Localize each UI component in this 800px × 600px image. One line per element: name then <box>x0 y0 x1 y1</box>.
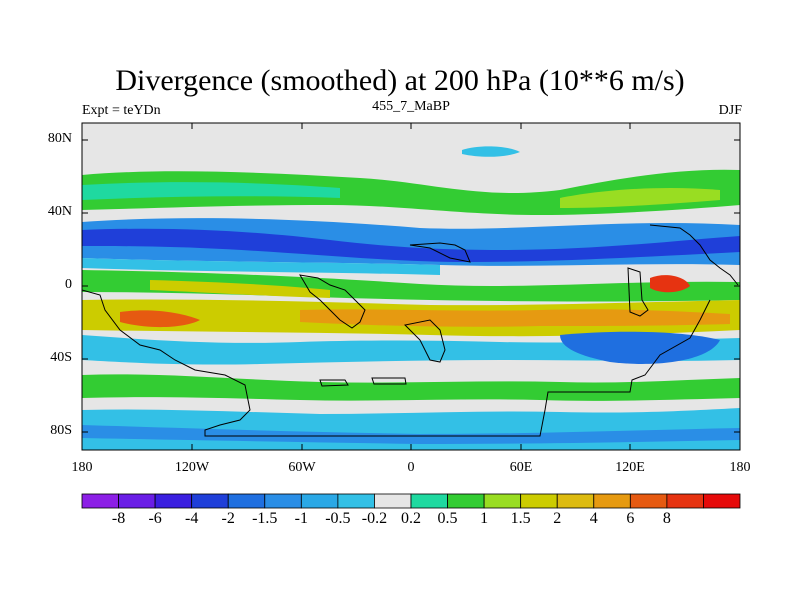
patch-southern-ocean-convergence <box>560 331 720 364</box>
band-north-weak <box>82 182 340 200</box>
patch-south-america-max <box>120 310 200 328</box>
colorbar-label: 6 <box>626 510 635 527</box>
colorbar-label: 1 <box>480 510 489 527</box>
colorbar-swatch <box>337 493 375 509</box>
lon-tick-120w: 120W <box>174 460 210 475</box>
experiment-label: Expt = teYDn <box>82 103 161 118</box>
band-south-strong <box>300 309 730 327</box>
colorbar-label: 1.5 <box>510 510 531 527</box>
lat-tick-40n: 40N <box>47 204 72 219</box>
asia-pacific-outline <box>649 224 739 286</box>
africa-north-outline <box>409 242 471 263</box>
patch-arctic-convergence <box>462 146 520 157</box>
south-america-outline <box>299 274 366 329</box>
band-north-strong <box>560 187 720 208</box>
colorbar-swatch <box>374 493 412 509</box>
colorbar-label: 8 <box>662 510 671 527</box>
colorbar-label: 0.5 <box>437 510 458 527</box>
lat-tick-40s: 40S <box>50 350 72 365</box>
colorbar-label: -2 <box>221 510 235 527</box>
patch-maritime-continent-max <box>650 275 690 293</box>
lon-tick-0: 0 <box>407 460 415 475</box>
lat-tick-80s: 80S <box>50 423 72 438</box>
band-subtropical-weak <box>82 258 440 275</box>
colorbar-label: 4 <box>589 510 598 527</box>
season-label: DJF <box>718 103 742 118</box>
colorbar-label: -0.5 <box>325 510 351 527</box>
colorbar-swatch <box>191 493 229 509</box>
colorbar-swatch <box>556 493 595 509</box>
colorbar-swatch <box>666 493 704 509</box>
colorbar-label: -4 <box>184 510 199 527</box>
lon-tick-60e: 60E <box>509 460 533 475</box>
plot-title: Divergence (smoothed) at 200 hPa (10**6 … <box>115 64 685 97</box>
lon-tick-60w: 60W <box>288 460 316 475</box>
lat-tick-80n: 80N <box>47 131 72 146</box>
island-outline-2 <box>371 377 407 385</box>
axis-ticks <box>81 123 741 450</box>
colorbar-label: -1.5 <box>252 510 278 527</box>
lon-tick-120e: 120E <box>615 460 645 475</box>
band-subtropical-strong <box>82 228 740 262</box>
colorbar-swatch <box>264 493 302 509</box>
colorbar-swatch <box>593 493 631 509</box>
colorbar <box>81 493 741 509</box>
africa-south-outline <box>403 319 446 363</box>
continental-outline <box>82 289 711 437</box>
colorbar-swatch <box>300 493 339 509</box>
colorbar-swatch <box>154 493 193 509</box>
colorbar-label: -6 <box>148 510 162 527</box>
lon-tick-180w: 180 <box>71 460 93 475</box>
colorbar-label: 2 <box>553 510 562 527</box>
lat-tick-0: 0 <box>65 277 72 292</box>
colorbar-swatch <box>118 493 156 509</box>
colorbar-label: 0.2 <box>401 510 421 527</box>
colorbar-label: -1 <box>294 510 308 527</box>
colorbar-swatch <box>703 493 741 509</box>
band-polar-strong <box>82 425 740 444</box>
colorbar-label: -0.2 <box>361 510 388 527</box>
patch-equatorial-strong <box>150 280 330 298</box>
island-outline-1 <box>319 379 349 387</box>
colorbar-swatch <box>410 493 448 509</box>
colorbar-swatch <box>227 493 266 509</box>
maritime-outline <box>627 267 649 317</box>
colorbar-swatch <box>81 493 119 509</box>
colorbar-swatch <box>629 493 668 509</box>
colorbar-swatch <box>520 493 558 509</box>
colorbar-swatch <box>447 493 485 509</box>
model-label: 455_7_MaBP <box>372 99 450 114</box>
colorbar-label: -8 <box>111 510 126 527</box>
field-layer <box>82 123 740 450</box>
lon-tick-180e: 180 <box>729 460 751 475</box>
colorbar-swatch <box>483 493 522 509</box>
